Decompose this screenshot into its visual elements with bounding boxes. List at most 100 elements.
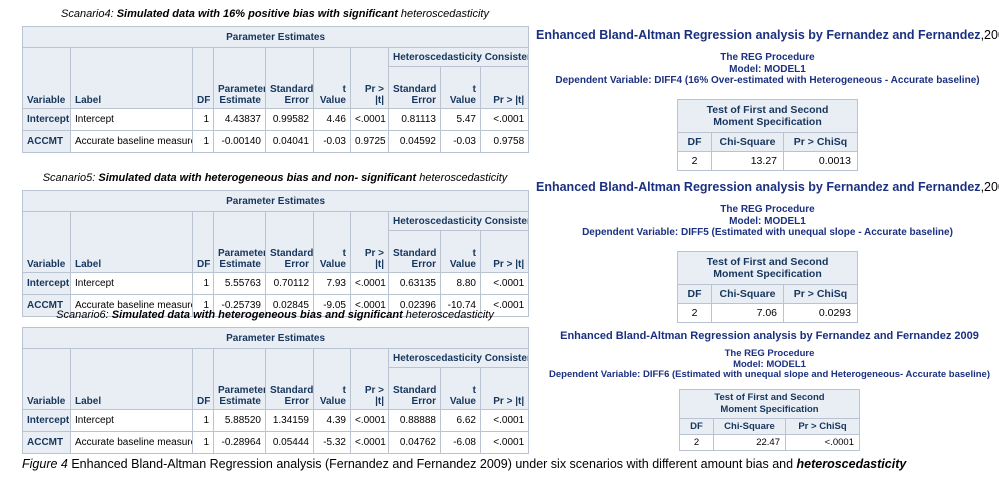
- cell-t: 7.93: [313, 272, 351, 295]
- cell-hc-t: -0.03: [440, 130, 481, 153]
- figure-caption: Figure 4 Enhanced Bland-Altman Regressio…: [22, 457, 906, 471]
- cell-df: 1: [192, 272, 214, 295]
- scenario5-title-main: Simulated data with heterogeneous bias a…: [98, 172, 417, 184]
- cell-hc-p: <.0001: [479, 294, 530, 317]
- table-row: ACCMT Accurate baseline measurement 1 -0…: [22, 294, 530, 317]
- scenario6-title-prefix: Scanario6:: [56, 309, 109, 321]
- cell-p: <.0001: [350, 108, 389, 131]
- col-hc-standard-error: Standard Error: [388, 367, 441, 410]
- table-title: Parameter Estimates: [21, 190, 530, 212]
- figure-caption-emphasis: heteroscedasticity: [796, 457, 907, 471]
- scenario5-regression-panel: Enhanced Bland-Altman Regression analysi…: [536, 180, 999, 323]
- table-title: Parameter Estimates: [21, 327, 530, 349]
- scenario6-title-main: Simulated data with heterogeneous bias a…: [111, 309, 403, 321]
- figure-caption-body: Enhanced Bland-Altman Regression analysi…: [67, 457, 797, 471]
- row-variable: ACCMT: [22, 130, 71, 153]
- cell-t: -5.32: [313, 431, 351, 454]
- cell-pr-chisq: 0.0293: [783, 302, 858, 323]
- table-row: ACCMT Accurate baseline measurement 1 -0…: [22, 130, 530, 153]
- col-chi-square: Chi-Square: [713, 417, 786, 435]
- scenario6-title: Scanario6: Simulated data with heterogen…: [22, 309, 528, 321]
- col-t-value: t Value: [313, 211, 351, 273]
- cell-df: 1: [192, 130, 214, 153]
- cell-stderr: 0.02845: [265, 294, 314, 317]
- col-chi-square: Chi-Square: [711, 283, 784, 304]
- dependent-variable-line: Dependent Variable: DIFF6 (Estimated wit…: [549, 369, 990, 380]
- row-variable: ACCMT: [22, 294, 71, 317]
- cell-stderr: 1.34159: [265, 409, 314, 432]
- cell-chi-square: 7.06: [711, 302, 784, 323]
- test-table-title: Test of First and Second Moment Specifica…: [677, 250, 858, 285]
- cell-estimate: -0.25739: [213, 294, 266, 317]
- col-pr-t: Pr > |t|: [350, 348, 389, 410]
- cell-p: <.0001: [350, 409, 389, 432]
- panel-heading-year: ,2009: [980, 180, 999, 194]
- scenario6-regression-panel: Enhanced Bland-Altman Regression analysi…: [540, 330, 999, 451]
- cell-df: 1: [192, 108, 214, 131]
- scenario4-moment-test-table: Test of First and Second Moment Specifica…: [677, 98, 858, 171]
- col-variable: Variable: [22, 47, 71, 109]
- cell-estimate: 5.88520: [213, 409, 266, 432]
- panel-heading-year: 2009: [951, 330, 979, 342]
- cell-t: 4.46: [313, 108, 351, 131]
- panel-heading: Enhanced Bland-Altman Regression analysi…: [536, 28, 999, 43]
- row-variable: Intercept: [22, 409, 71, 432]
- cell-stderr: 0.04041: [265, 130, 314, 153]
- col-chi-square: Chi-Square: [711, 131, 784, 152]
- scenario5-title-prefix: Scanario5:: [42, 172, 96, 184]
- table-row: Intercept Intercept 1 5.55763 0.70112 7.…: [22, 272, 530, 295]
- cell-hc-t: 5.47: [440, 108, 481, 131]
- col-parameter-estimate: Parameter Estimate: [213, 348, 266, 410]
- model-line: Model: MODEL1: [729, 63, 806, 75]
- panel-heading-text: Enhanced Bland-Altman Regression analysi…: [536, 180, 981, 194]
- col-parameter-estimate: Parameter Estimate: [213, 211, 266, 273]
- cell-p: <.0001: [350, 431, 389, 454]
- panel-heading-text: Enhanced Bland-Altman Regression analysi…: [536, 28, 981, 42]
- cell-estimate: -0.00140: [213, 130, 266, 153]
- cell-p: <.0001: [350, 272, 389, 295]
- cell-hc-stderr: 0.04592: [388, 130, 441, 153]
- cell-stderr: 0.70112: [265, 272, 314, 295]
- dependent-variable-line: Dependent Variable: DIFF5 (Estimated wit…: [582, 227, 953, 238]
- model-line: Model: MODEL1: [733, 358, 806, 370]
- col-hc-pr-t: Pr > |t|: [479, 230, 530, 273]
- table-row: ACCMT Accurate baseline measurement 1 -0…: [22, 431, 530, 454]
- dependent-variable-line: Dependent Variable: DIFF4 (16% Over-esti…: [555, 75, 980, 86]
- col-pr-chisq: Pr > ChiSq: [783, 131, 858, 152]
- col-standard-error: Standard Error: [265, 211, 314, 273]
- col-hc-pr-t: Pr > |t|: [479, 66, 530, 109]
- col-variable: Variable: [22, 211, 71, 273]
- figure-caption-label: Figure 4: [22, 457, 68, 471]
- col-df: DF: [192, 211, 214, 273]
- cell-stderr: 0.05444: [265, 431, 314, 454]
- panel-heading-year: ,2009: [980, 28, 999, 42]
- table-row: 2 7.06 0.0293: [677, 302, 858, 323]
- cell-label: Accurate baseline measurement: [70, 294, 193, 317]
- cell-hc-t: 8.80: [440, 272, 481, 295]
- cell-stderr: 0.99582: [265, 108, 314, 131]
- col-standard-error: Standard Error: [265, 348, 314, 410]
- col-pr-chisq: Pr > ChiSq: [785, 417, 860, 435]
- cell-t: -9.05: [313, 294, 351, 317]
- cell-hc-p: 0.9758: [479, 130, 530, 153]
- scenario4-title-suffix: heteroscedasticity: [400, 8, 489, 20]
- col-pr-t: Pr > |t|: [350, 47, 389, 109]
- col-hc-standard-error: Standard Error: [388, 66, 441, 109]
- reg-procedure-line: The REG Procedure: [720, 52, 815, 63]
- cell-pr-chisq: 0.0013: [783, 150, 858, 171]
- model-line: Model: MODEL1: [729, 215, 806, 227]
- cell-estimate: 5.55763: [213, 272, 266, 295]
- col-hc-t-value: t Value: [440, 367, 481, 410]
- panel-heading: Enhanced Bland-Altman Regression analysi…: [536, 180, 999, 195]
- cell-df: 1: [192, 294, 214, 317]
- col-hc-standard-error: Standard Error: [388, 230, 441, 273]
- col-label: Label: [70, 348, 193, 410]
- scenario4-title-prefix: Scanario4:: [61, 8, 114, 20]
- cell-hc-p: <.0001: [479, 431, 530, 454]
- scenario5-section: Scanario5: Simulated data with heterogen…: [21, 172, 530, 317]
- cell-hc-p: <.0001: [479, 409, 530, 432]
- row-variable: Intercept: [22, 272, 71, 295]
- col-t-value: t Value: [313, 47, 351, 109]
- cell-df: 1: [192, 409, 214, 432]
- col-df: DF: [192, 47, 214, 109]
